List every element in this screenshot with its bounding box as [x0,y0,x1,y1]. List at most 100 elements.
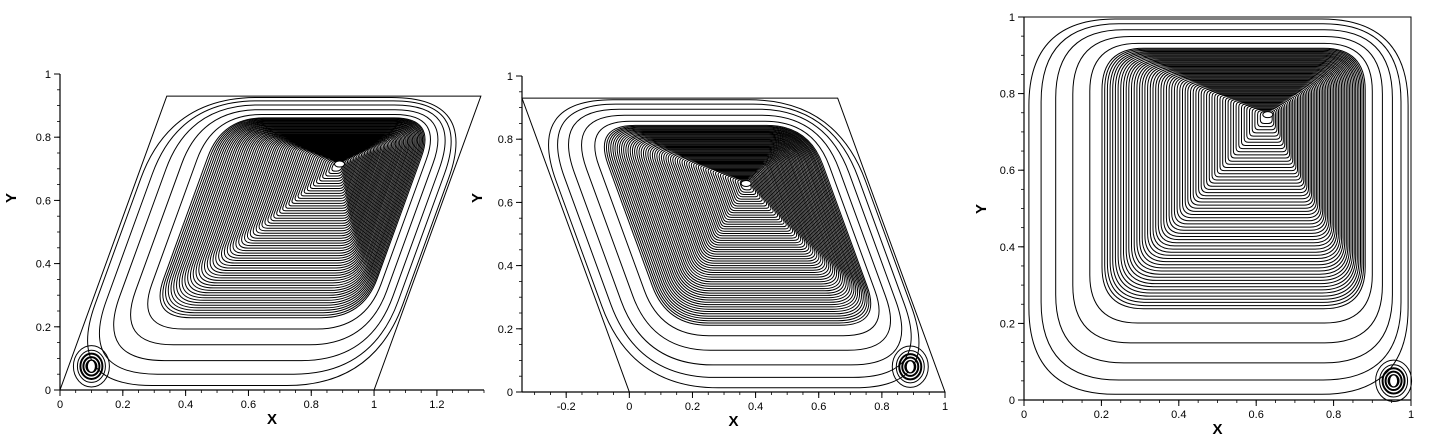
streamline [162,118,425,316]
streamline [625,134,853,303]
streamline [674,155,810,253]
streamline [667,152,816,260]
streamline [87,97,457,386]
secondary-streamline [898,353,923,381]
streamline [312,157,353,187]
streamline [229,136,394,257]
secondary-vortex-eye [905,360,915,374]
x-tick-label: 0.8 [1326,409,1341,421]
panel-skewed-right-cavity: -0.2 0 0.2 0.4 0.6 0.8 1 0 0.2 0.4 0.6 0.8 1 X Y [469,71,948,430]
primary-vortex-eye [740,179,752,187]
streamline [1249,106,1279,137]
streamline [165,118,424,314]
streamline [215,132,401,269]
streamline [663,150,820,264]
y-tick-label: 0.2 [498,324,513,336]
x-tick-label: 1.2 [429,399,444,411]
cavity-boundary [521,97,946,393]
streamline [658,148,824,269]
streamline [710,169,779,218]
streamline [184,124,415,296]
streamline [1168,74,1327,231]
streamline [649,144,832,278]
x-tick-label: 0.8 [874,401,889,413]
primary-vortex-eye [1262,111,1274,119]
secondary-streamline [82,356,101,377]
y-tick-label: 0.8 [36,132,51,144]
streamline [147,114,431,330]
x-tick-label: 1 [371,399,377,411]
streamline [1214,92,1300,178]
y-tick-label: 0.2 [1000,318,1015,330]
x-tick-label: 0.6 [241,399,256,411]
streamline [1203,88,1306,190]
streamline [631,137,847,296]
streamline [303,154,358,194]
secondary-streamline [1384,370,1403,392]
streamline [557,103,912,378]
streamline [325,160,347,177]
streamline [178,122,417,301]
y-tick-label: 0.4 [498,261,513,273]
streamline [1104,48,1365,307]
streamline [267,145,376,224]
streamline [282,149,369,212]
y-tick-label: 0.8 [498,134,513,146]
streamline [1160,71,1331,241]
streamline [113,104,446,362]
y-tick-label: 0.6 [498,197,513,209]
streamline [176,121,419,304]
streamline [638,139,842,290]
axes: 0 0.2 0.4 0.6 0.8 1 1.2 0 0.2 0.4 0.6 0.8 1 X Y [3,69,485,428]
y-tick-label: 0.8 [1000,89,1015,101]
x-tick-label: 0.8 [304,399,319,411]
streamline [1230,99,1291,159]
streamline [548,99,920,389]
streamline [734,178,757,195]
secondary-streamline [895,350,925,384]
streamline [724,174,765,205]
y-tick-label: 0.2 [36,322,51,334]
y-tick-label: 0.6 [1000,165,1015,177]
streamline [634,138,845,294]
streamline [1133,60,1347,272]
streamline [645,142,836,283]
streamline [1192,84,1313,203]
y-tick-label: 0.4 [1000,242,1015,254]
primary-vortex-eye [334,160,346,168]
streamline [98,100,452,375]
streamline [640,140,840,287]
streamline [1243,104,1283,143]
streamline [291,151,364,204]
streamline [1117,54,1357,291]
streamline [221,133,398,264]
streamline [1211,91,1302,181]
secondary-streamline [79,352,104,380]
streamline [614,129,862,315]
x-tick-label: 0.2 [1094,409,1109,421]
streamline [627,135,851,301]
cavity-boundary [59,95,482,391]
x-tick-label: 0 [626,401,632,413]
streamline [1219,95,1297,172]
y-tick-label: 0 [45,385,51,397]
streamline [679,156,806,248]
x-axis-label: X [1212,421,1222,438]
streamline [581,114,891,351]
streamline [1089,42,1373,324]
streamline [1112,52,1360,297]
streamline [223,134,397,261]
secondary-vortex [1375,359,1413,403]
streamline [727,175,763,202]
streamline [618,131,859,310]
streamline [238,138,390,249]
secondary-streamline [72,345,110,388]
streamline [1028,18,1409,395]
streamline [681,157,804,246]
streamline [244,139,387,244]
secondary-streamline [891,345,929,388]
streamline [651,145,830,276]
streamline [306,155,356,192]
streamline [1208,90,1303,184]
streamline [218,133,399,266]
